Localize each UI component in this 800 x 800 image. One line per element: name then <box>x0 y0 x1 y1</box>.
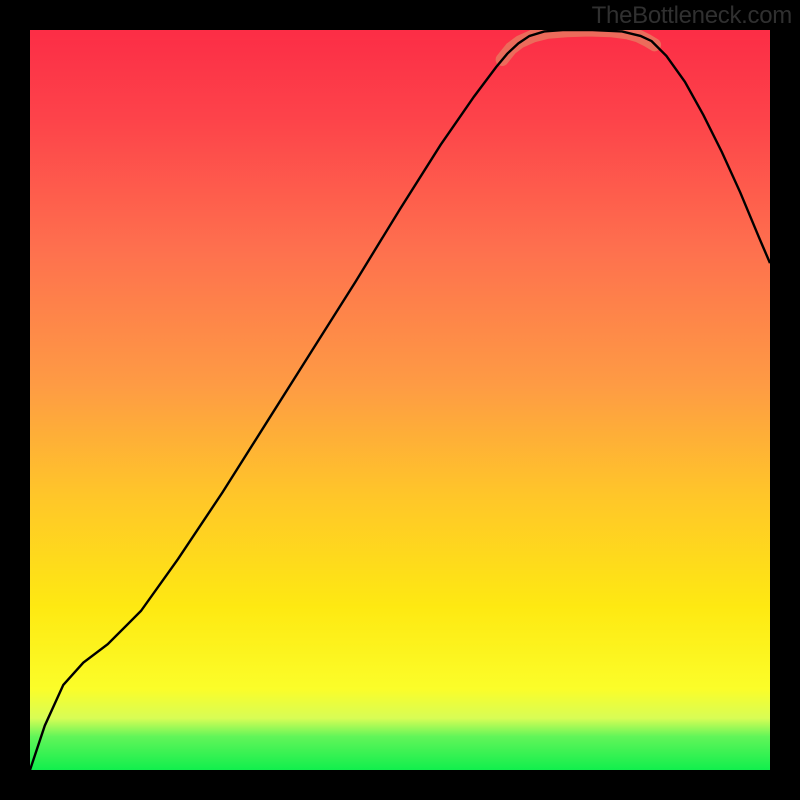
chart-area <box>30 30 770 770</box>
chart-container: TheBottleneck.com <box>0 0 800 800</box>
chart-svg <box>30 30 770 770</box>
bottleneck-curve <box>30 30 770 770</box>
brand-watermark: TheBottleneck.com <box>592 2 792 30</box>
